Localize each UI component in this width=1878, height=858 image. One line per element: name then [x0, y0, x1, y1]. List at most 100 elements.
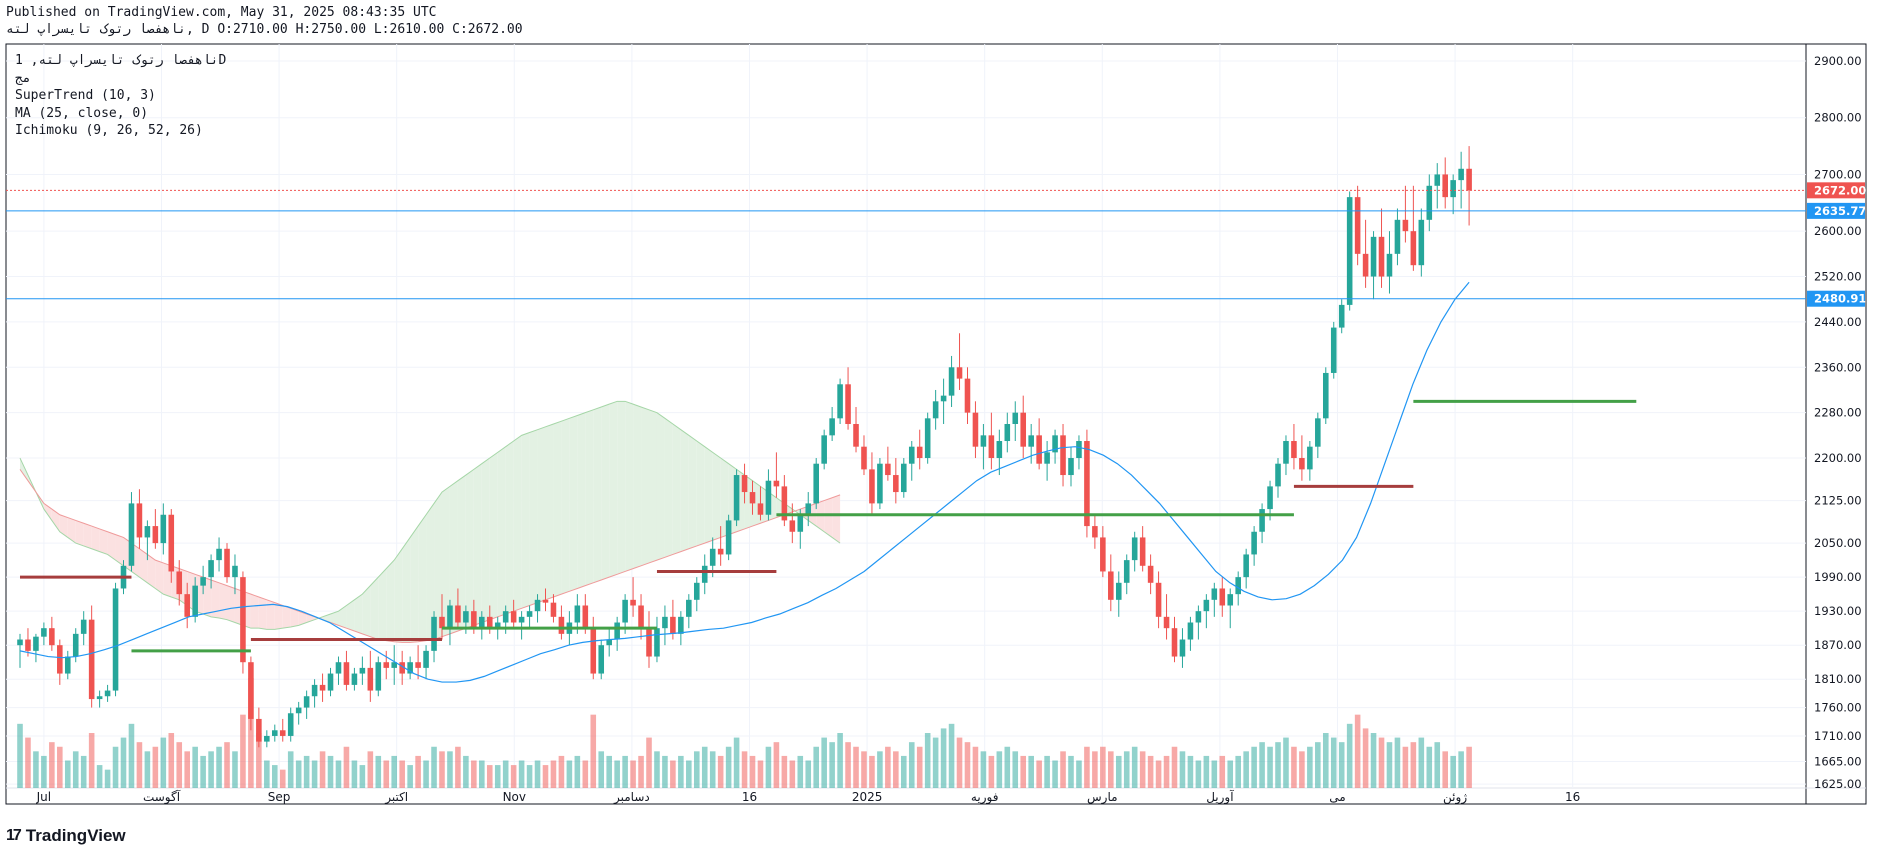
volume-bar	[622, 755, 628, 788]
volume-bar	[542, 765, 549, 788]
candle-body	[829, 418, 835, 436]
candle-body	[471, 611, 477, 629]
candle-body	[837, 384, 843, 419]
candle-body	[534, 599, 541, 612]
volume-bar	[104, 769, 111, 788]
x-tick-label: 2025	[852, 790, 883, 804]
ichimoku-cloud	[211, 579, 220, 618]
candle-body	[1100, 537, 1106, 572]
candle-body	[1330, 327, 1337, 373]
candle-body	[383, 662, 390, 668]
volume-bar	[1100, 746, 1106, 788]
volume-bar	[216, 746, 222, 788]
ichimoku-cloud	[115, 534, 124, 566]
volume-bar	[1307, 746, 1313, 788]
candle-body	[980, 435, 987, 447]
volume-bar	[1410, 742, 1417, 788]
ichimoku-cloud	[338, 605, 347, 629]
volume-bar	[88, 733, 95, 788]
volume-bar	[550, 760, 557, 788]
candle-body	[582, 605, 589, 629]
candle-body	[686, 599, 692, 617]
legend-ichimoku[interactable]: Ichimoku (9, 26, 52, 26)	[15, 123, 203, 138]
ichimoku-cloud	[330, 611, 339, 626]
volume-bar	[1139, 751, 1146, 788]
volume-bar	[415, 755, 421, 788]
candle-body	[486, 616, 493, 629]
candle-body	[1307, 446, 1313, 470]
ichimoku-cloud	[402, 537, 411, 643]
volume-bar	[1163, 755, 1170, 788]
volume-bar	[518, 760, 525, 788]
volume-bar	[1187, 755, 1194, 788]
legend-symbol[interactable]: ناهفصا رتوک تایسراپ لته, 1D	[15, 53, 227, 68]
volume-bar	[1171, 746, 1178, 788]
candle-body	[431, 616, 437, 651]
ichimoku-cloud	[824, 497, 833, 538]
volume-bar	[1338, 742, 1345, 788]
x-tick-label: Jul	[36, 790, 51, 804]
volume-bar	[351, 760, 358, 788]
y-tick-label: 1990.00	[1814, 570, 1862, 584]
volume-bar	[463, 755, 469, 788]
volume-bar	[1362, 728, 1369, 788]
ichimoku-cloud	[250, 594, 259, 629]
candle-body	[1044, 452, 1050, 464]
candle-body	[749, 492, 756, 504]
candle-body	[733, 475, 740, 521]
volume-bar	[431, 746, 437, 788]
candle-body	[630, 599, 636, 606]
price-label-text: 2635.77	[1814, 204, 1866, 218]
ichimoku-cloud	[83, 523, 92, 549]
volume-bar	[534, 760, 541, 788]
candle-body	[327, 673, 334, 691]
volume-bar	[319, 751, 326, 788]
candle-body	[598, 645, 605, 674]
volume-bar	[948, 723, 955, 788]
x-tick-label: دسامبر	[613, 790, 650, 805]
ichimoku-cloud	[394, 548, 403, 643]
candle-body	[916, 446, 923, 459]
ichimoku-cloud	[449, 480, 458, 634]
candle-body	[574, 605, 581, 623]
y-tick-label: 2050.00	[1814, 536, 1862, 550]
volume-bar	[502, 760, 509, 788]
candle-body	[415, 662, 421, 668]
y-tick-label: 1810.00	[1814, 672, 1862, 686]
volume-bar	[1235, 755, 1241, 788]
volume-bar	[741, 751, 748, 788]
volume-bar	[1052, 760, 1058, 788]
ichimoku-cloud	[274, 602, 283, 630]
volume-bar	[757, 760, 764, 788]
price-label-box	[1807, 290, 1865, 307]
candle-body	[1028, 435, 1034, 447]
candle-body	[638, 605, 644, 629]
volume-bar	[789, 760, 796, 788]
candle-body	[932, 401, 939, 419]
volume-bar	[1028, 755, 1034, 788]
volume-bar	[184, 751, 190, 788]
volume-bar	[558, 755, 565, 788]
tradingview-brand[interactable]: 17 TradingView	[6, 826, 126, 846]
ichimoku-cloud	[322, 614, 331, 623]
candle-body	[351, 673, 358, 685]
ichimoku-cloud	[649, 409, 657, 563]
volume-bar	[662, 755, 668, 788]
volume-bar	[1426, 746, 1433, 788]
candle-body	[248, 662, 254, 719]
candle-body	[1203, 599, 1210, 612]
candle-body	[1418, 219, 1425, 266]
ma-line	[19, 281, 1470, 683]
candle-body	[176, 571, 183, 595]
ichimoku-cloud	[266, 599, 275, 630]
volume-bar	[916, 746, 923, 788]
volume-bar	[256, 733, 262, 788]
legend-supertrend[interactable]: SuperTrend (10, 3)	[15, 88, 156, 103]
ichimoku-cloud	[601, 404, 610, 580]
candle-body	[518, 616, 525, 623]
volume-bar	[407, 765, 413, 788]
ichimoku-cloud	[139, 548, 148, 583]
legend-ma[interactable]: MA (25, close, 0)	[15, 105, 149, 121]
ichimoku-cloud	[641, 406, 650, 566]
